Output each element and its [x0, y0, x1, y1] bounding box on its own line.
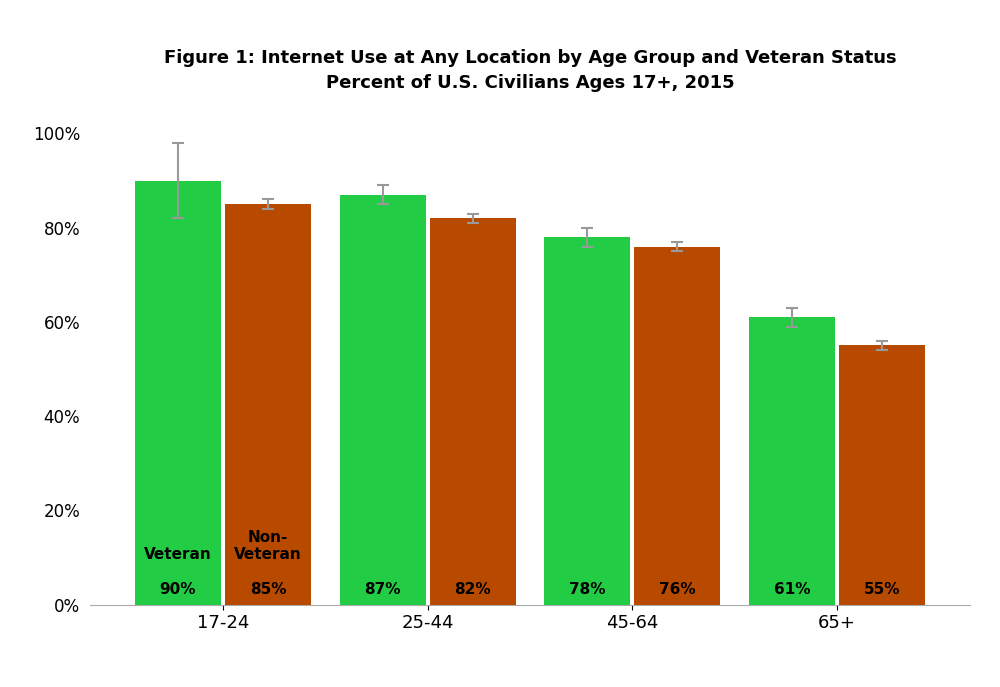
Bar	[225, 204, 311, 605]
Text: 90%: 90%	[160, 583, 196, 598]
Bar	[749, 317, 835, 605]
Text: 78%: 78%	[569, 583, 606, 598]
Text: 82%: 82%	[454, 583, 491, 598]
Bar	[839, 346, 925, 605]
Text: 61%: 61%	[774, 583, 810, 598]
Bar	[634, 247, 720, 605]
Text: Non-
Veteran: Non- Veteran	[234, 530, 302, 562]
Text: 87%: 87%	[364, 583, 401, 598]
Text: 85%: 85%	[250, 583, 286, 598]
Bar	[544, 237, 630, 605]
Bar	[430, 218, 516, 605]
Text: Veteran: Veteran	[144, 547, 212, 562]
Text: 55%: 55%	[864, 583, 900, 598]
Bar	[340, 194, 426, 605]
Title: Figure 1: Internet Use at Any Location by Age Group and Veteran Status
Percent o: Figure 1: Internet Use at Any Location b…	[164, 49, 896, 91]
Text: 76%: 76%	[659, 583, 696, 598]
Bar	[135, 181, 221, 605]
